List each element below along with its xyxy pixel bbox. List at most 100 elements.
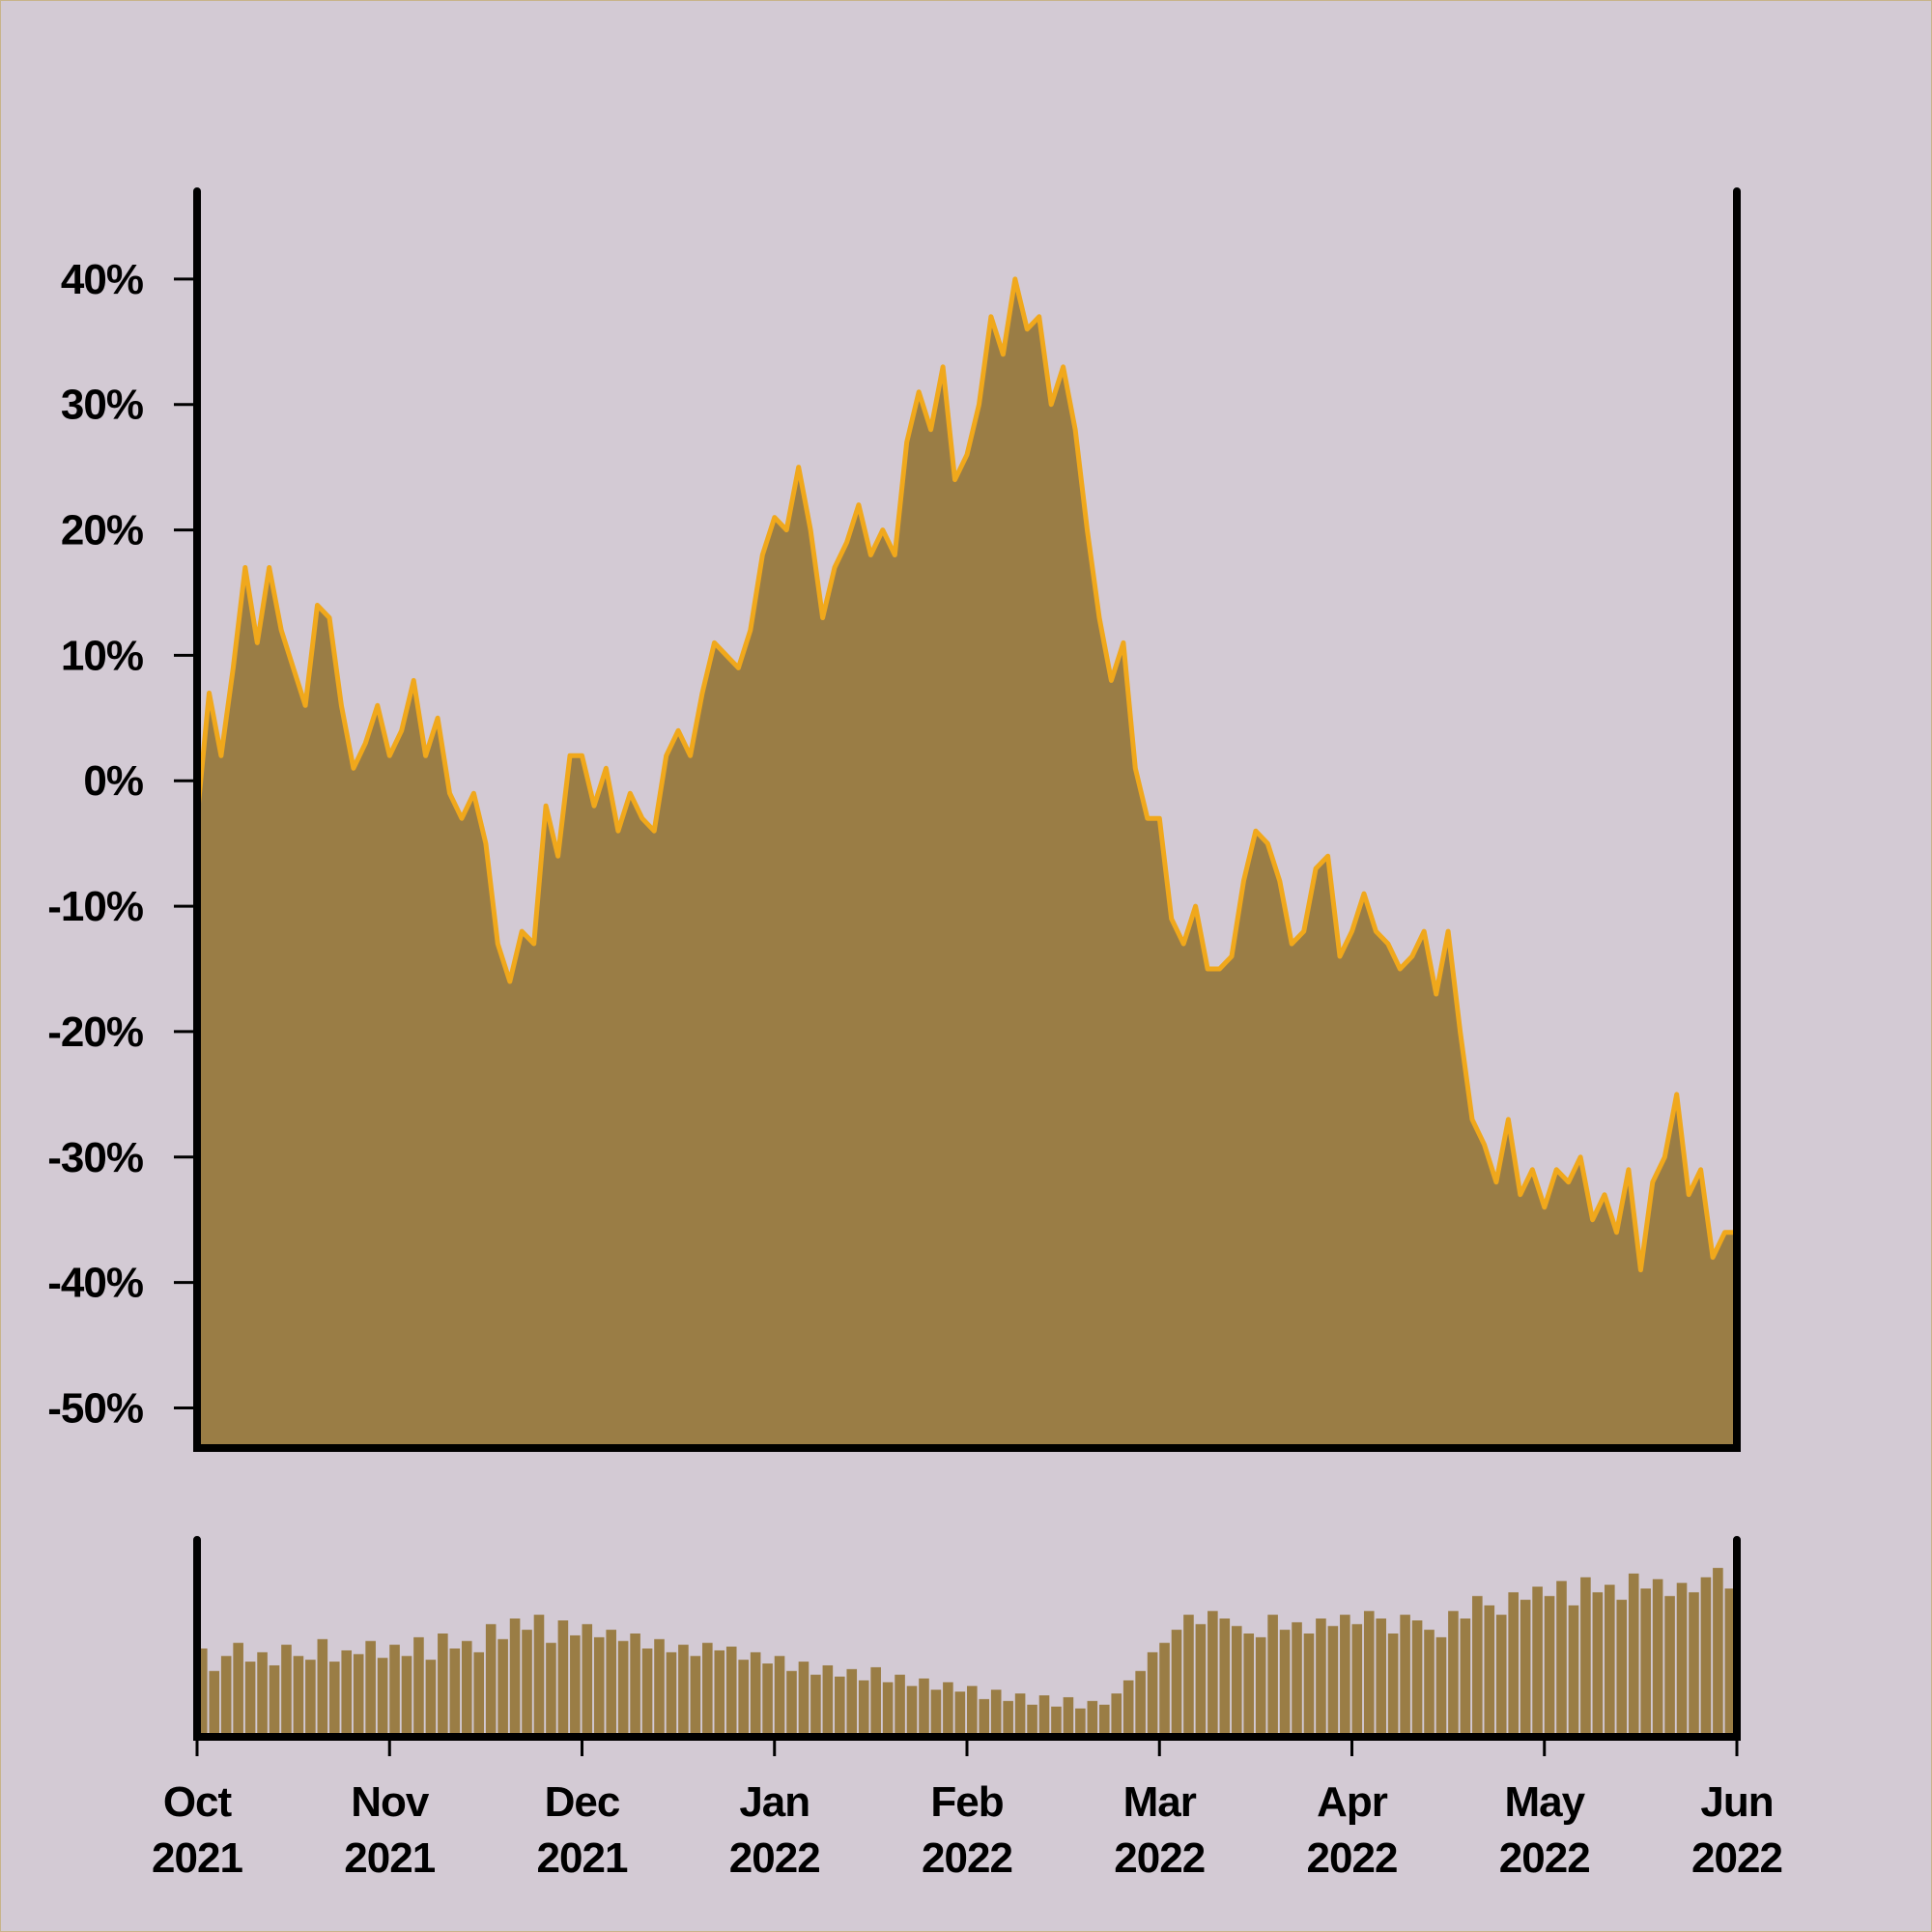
volume-bar bbox=[1472, 1596, 1483, 1737]
volume-bar bbox=[1400, 1614, 1410, 1737]
area bbox=[197, 278, 1737, 1448]
volume-bar bbox=[546, 1642, 556, 1737]
volume-bar bbox=[497, 1638, 508, 1737]
y-tick-label: 40% bbox=[61, 256, 143, 303]
volume-bar bbox=[1255, 1636, 1266, 1737]
line bbox=[194, 276, 1737, 1273]
volume-bar bbox=[1195, 1624, 1207, 1737]
x-tick-label: Feb 2022 bbox=[922, 1778, 1012, 1882]
volume-bar bbox=[870, 1666, 881, 1737]
volume-bar bbox=[1063, 1696, 1074, 1737]
volume-bar bbox=[509, 1618, 521, 1737]
volume-bar bbox=[846, 1668, 858, 1737]
volume-bar bbox=[762, 1663, 773, 1737]
volume-bar bbox=[738, 1660, 749, 1737]
volume-bar bbox=[774, 1656, 785, 1737]
volume-bar bbox=[1460, 1618, 1471, 1737]
volume-bar bbox=[1316, 1618, 1326, 1737]
volume-bar bbox=[1580, 1577, 1591, 1737]
volume-bar bbox=[617, 1640, 629, 1737]
volume-bar bbox=[1327, 1626, 1339, 1737]
x-tick-label: Nov 2021 bbox=[344, 1778, 435, 1882]
volume-bar bbox=[835, 1676, 845, 1737]
volume-bar bbox=[317, 1638, 328, 1737]
volume-bar bbox=[1652, 1578, 1663, 1737]
volume-bar bbox=[810, 1674, 821, 1737]
volume-bar bbox=[798, 1662, 810, 1737]
volume-bar bbox=[341, 1650, 353, 1737]
volume-bar bbox=[882, 1682, 894, 1737]
volume-bar bbox=[1014, 1693, 1026, 1737]
volume-bar bbox=[1376, 1618, 1386, 1737]
y-tick-label: -40% bbox=[47, 1260, 143, 1307]
volume-bar bbox=[1159, 1642, 1170, 1737]
volume-bar bbox=[220, 1656, 232, 1737]
volume-bar bbox=[557, 1620, 569, 1737]
volume-bar bbox=[690, 1656, 701, 1737]
volume-bar bbox=[930, 1690, 942, 1737]
volume-bar bbox=[1520, 1600, 1531, 1737]
volume-bar bbox=[1075, 1708, 1086, 1737]
volume-bar bbox=[1508, 1592, 1519, 1737]
volume-bar bbox=[750, 1652, 761, 1737]
volume-bar bbox=[990, 1690, 1002, 1737]
volume-bar bbox=[606, 1630, 616, 1737]
volume-bar bbox=[1411, 1620, 1423, 1737]
volume-bar bbox=[1171, 1630, 1182, 1737]
volume-bar bbox=[461, 1640, 472, 1737]
volume-bar bbox=[1279, 1630, 1291, 1737]
volume-bar bbox=[822, 1664, 834, 1737]
volume-bar bbox=[1038, 1695, 1050, 1737]
y-tick-label: -30% bbox=[47, 1134, 143, 1181]
volume-bar bbox=[1147, 1652, 1158, 1737]
volume-bar bbox=[244, 1662, 256, 1737]
volume-bar bbox=[425, 1660, 437, 1737]
volume-bar bbox=[1183, 1614, 1194, 1737]
volume-bar bbox=[1544, 1596, 1555, 1737]
volume-bar bbox=[1448, 1610, 1459, 1737]
x-tick-label: Oct 2021 bbox=[152, 1778, 242, 1882]
x-tick-label: Dec 2021 bbox=[537, 1778, 628, 1882]
volume-bar bbox=[1424, 1630, 1435, 1737]
volume-bar bbox=[1267, 1614, 1278, 1737]
volume-bar bbox=[1219, 1618, 1231, 1737]
x-tick-label: Jan 2022 bbox=[729, 1778, 820, 1882]
volume-bar bbox=[1363, 1610, 1375, 1737]
y-tick-label: -10% bbox=[47, 883, 143, 930]
volume-bar bbox=[1208, 1610, 1218, 1737]
volume-bar bbox=[1111, 1693, 1122, 1737]
volume-bar bbox=[678, 1644, 689, 1737]
volume-bar bbox=[895, 1674, 905, 1737]
volume-bar bbox=[1713, 1568, 1723, 1737]
volume-bar bbox=[654, 1638, 665, 1737]
volume-bar bbox=[1135, 1670, 1146, 1737]
volume-bar bbox=[1664, 1596, 1675, 1737]
volume-bar bbox=[702, 1642, 713, 1737]
spines bbox=[193, 1536, 1741, 1741]
volume-bar bbox=[943, 1682, 953, 1737]
volume-bar bbox=[1098, 1704, 1110, 1737]
volume-bar bbox=[1556, 1580, 1567, 1737]
volume-bar bbox=[269, 1664, 280, 1737]
volume-bar bbox=[786, 1670, 797, 1737]
volume-bar bbox=[858, 1680, 869, 1737]
volume-bar bbox=[1484, 1605, 1495, 1737]
volume-bar bbox=[1003, 1700, 1013, 1737]
volume-bar bbox=[641, 1648, 653, 1737]
volume-bar bbox=[954, 1691, 966, 1737]
volume-bar bbox=[328, 1662, 340, 1737]
volume-bar bbox=[365, 1640, 376, 1737]
volume-bar bbox=[353, 1654, 364, 1737]
volume-bar bbox=[666, 1652, 677, 1737]
volume-bar bbox=[522, 1630, 532, 1737]
volume-bar bbox=[1087, 1700, 1098, 1737]
volume-bar bbox=[725, 1646, 737, 1737]
volume-bar bbox=[714, 1650, 725, 1737]
volume-bar bbox=[1122, 1680, 1134, 1737]
y-tick-label: 0% bbox=[83, 757, 143, 805]
volume-bar bbox=[1628, 1573, 1639, 1737]
y-tick-label: 10% bbox=[61, 632, 143, 679]
x-tick-label: Apr 2022 bbox=[1307, 1778, 1398, 1882]
